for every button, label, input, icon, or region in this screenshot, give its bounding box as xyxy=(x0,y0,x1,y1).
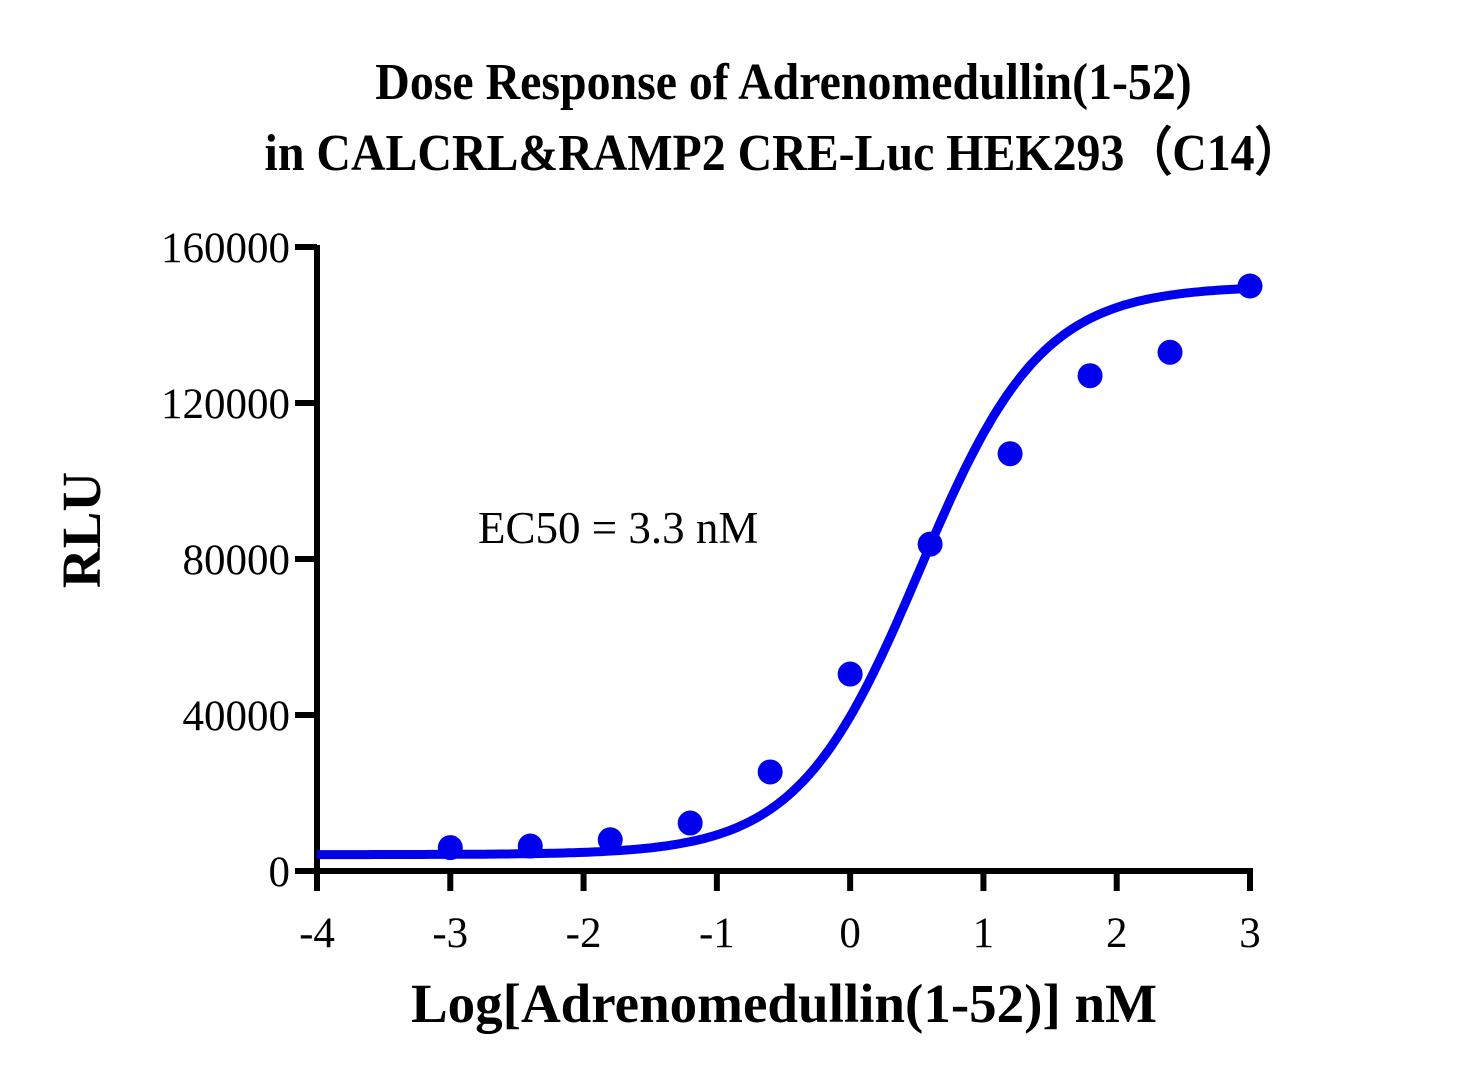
y-tick-label: 80000 xyxy=(183,537,291,584)
y-tick-label: 0 xyxy=(269,849,291,896)
y-tick-label: 40000 xyxy=(183,693,291,740)
ec50-annotation: EC50 = 3.3 nM xyxy=(478,503,758,553)
chart-title-line-2: in CALCRL&RAMP2 CRE-Luc HEK293（C14） xyxy=(264,125,1303,182)
data-point xyxy=(1157,339,1183,365)
data-point xyxy=(757,759,783,785)
data-point xyxy=(1077,363,1103,389)
x-tick-label: 0 xyxy=(839,910,861,957)
x-tick-label: -2 xyxy=(566,910,602,957)
x-tick-label: 3 xyxy=(1239,910,1261,957)
x-tick-label: -1 xyxy=(699,910,735,957)
chart-title-line-1: Dose Response of Adrenomedullin(1-52) xyxy=(375,54,1192,111)
fit-curve xyxy=(317,284,1251,860)
data-point xyxy=(1237,273,1263,299)
data-point xyxy=(437,835,463,861)
y-tick-label: 160000 xyxy=(161,225,290,272)
fit-curve-path xyxy=(317,284,1251,860)
data-point xyxy=(677,810,703,836)
x-axis-title: Log[Adrenomedullin(1-52)] nM xyxy=(411,973,1157,1034)
y-axis-title: RLU xyxy=(51,472,112,588)
axes: 0 40000 80000 120000 160000 -4 -3 -2 -1 0 1 2 3 xyxy=(161,225,1261,957)
x-tick-label: 1 xyxy=(973,910,995,957)
data-point xyxy=(917,531,943,557)
x-tick-label: 2 xyxy=(1106,910,1128,957)
data-point xyxy=(997,441,1023,467)
x-tick-label: -3 xyxy=(432,910,468,957)
data-point xyxy=(597,827,623,853)
y-tick-label: 120000 xyxy=(161,381,290,428)
data-point xyxy=(837,661,863,687)
data-points xyxy=(437,273,1263,861)
x-tick-label: -4 xyxy=(299,910,335,957)
data-point xyxy=(517,833,543,859)
